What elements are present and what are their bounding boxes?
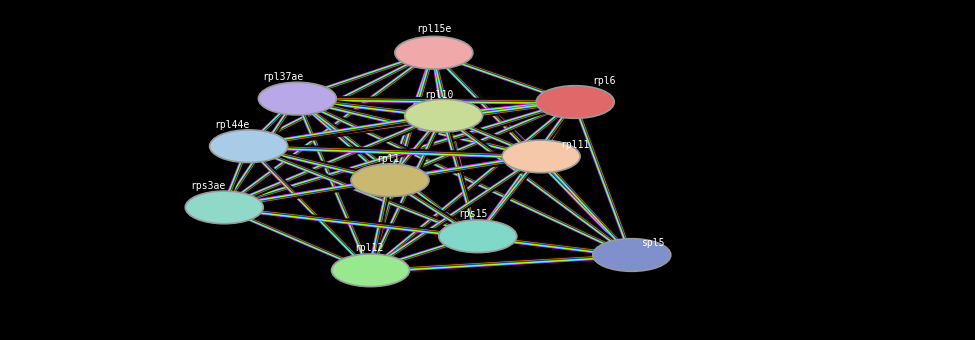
Ellipse shape: [439, 220, 517, 253]
Ellipse shape: [395, 36, 473, 69]
Text: rpl11: rpl11: [561, 140, 590, 150]
Ellipse shape: [405, 99, 483, 132]
Text: rpl1: rpl1: [376, 154, 400, 164]
Text: rps3ae: rps3ae: [190, 181, 225, 191]
Ellipse shape: [332, 254, 409, 287]
Text: rpl37ae: rpl37ae: [262, 72, 303, 82]
Text: rpl44e: rpl44e: [214, 120, 250, 130]
Text: rps15: rps15: [458, 209, 488, 219]
Ellipse shape: [502, 140, 580, 173]
Ellipse shape: [593, 239, 671, 271]
Ellipse shape: [210, 130, 288, 163]
Ellipse shape: [351, 164, 429, 197]
Text: spl5: spl5: [642, 238, 665, 248]
Ellipse shape: [185, 191, 263, 224]
Text: rpl6: rpl6: [593, 76, 616, 86]
Ellipse shape: [536, 86, 614, 118]
Text: rpl12: rpl12: [354, 243, 383, 253]
Ellipse shape: [258, 82, 336, 115]
Text: rpl15e: rpl15e: [416, 24, 451, 34]
Text: rpl10: rpl10: [424, 90, 453, 100]
